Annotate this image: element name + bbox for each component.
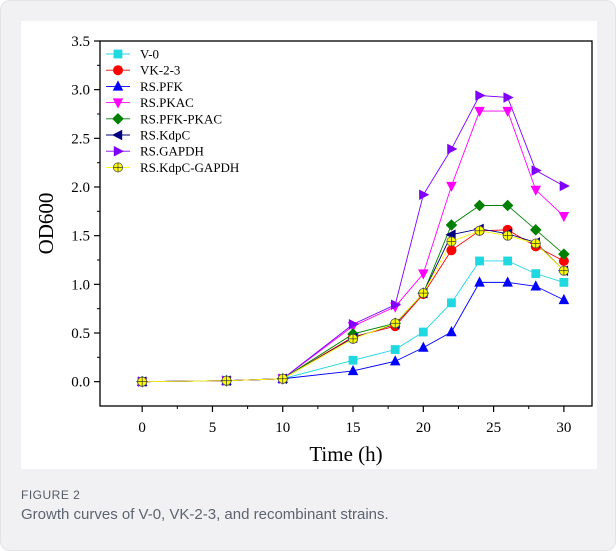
y-tick-label: 2.0	[71, 180, 90, 196]
legend-label: RS.KdpC	[140, 128, 190, 143]
x-tick-label: 0	[138, 420, 146, 436]
y-tick-label: 3.5	[71, 34, 90, 50]
data-point-series-2	[502, 276, 513, 287]
series-line-4	[142, 205, 565, 383]
data-point-series-6	[559, 180, 570, 192]
x-tick-label: 15	[346, 420, 361, 436]
y-tick-label: 1.5	[71, 229, 90, 245]
data-point-series-7	[137, 376, 148, 387]
data-point-series-2	[446, 326, 457, 337]
y-tick-label: 0.5	[71, 326, 90, 342]
data-point-series-0	[503, 256, 513, 266]
x-axis-title: Time (h)	[309, 442, 382, 466]
data-point-series-2	[558, 293, 570, 305]
data-point-series-4	[530, 224, 542, 236]
data-point-series-7	[446, 236, 457, 247]
data-point-series-4	[473, 199, 486, 212]
x-tick-label: 10	[275, 420, 290, 436]
legend-label: RS.PFK-PKAC	[140, 111, 222, 126]
x-tick-label: 20	[416, 420, 431, 436]
figure-caption: Growth curves of V-0, VK-2-3, and recomb…	[21, 506, 389, 523]
data-point-series-2	[474, 276, 485, 287]
data-point-series-7	[418, 288, 429, 299]
legend-marker	[113, 65, 124, 76]
data-point-series-6	[475, 90, 486, 101]
data-point-series-7	[221, 375, 232, 386]
data-point-series-0	[447, 298, 456, 308]
y-tick-label: 1.0	[71, 277, 90, 293]
legend-label: RS.PFK	[140, 79, 184, 94]
data-point-series-2	[347, 364, 359, 376]
legend-marker	[112, 129, 123, 141]
data-point-series-0	[559, 277, 569, 287]
figure-label: FIGURE 2	[21, 488, 81, 502]
x-tick-label: 25	[486, 420, 501, 436]
legend-marker	[112, 113, 124, 125]
data-point-series-0	[418, 327, 428, 337]
data-point-series-1	[446, 245, 457, 256]
data-point-series-4	[558, 248, 570, 260]
data-point-series-6	[531, 165, 542, 176]
data-point-series-7	[502, 230, 513, 241]
y-tick-label: 3.0	[71, 83, 90, 99]
legend-label: RS.PKAC	[140, 95, 194, 110]
plot-frame	[99, 40, 593, 407]
data-point-series-7	[474, 225, 485, 236]
data-point-series-2	[418, 341, 429, 352]
x-tick-label: 5	[209, 420, 217, 436]
y-tick-label: 0.0	[71, 375, 90, 391]
legend-marker	[112, 98, 124, 109]
legend-label: RS.GAPDH	[140, 144, 204, 159]
data-point-series-3	[474, 106, 485, 118]
data-point-series-7	[530, 238, 541, 249]
data-point-series-3	[558, 211, 570, 223]
data-point-series-3	[530, 185, 542, 196]
legend-marker	[113, 162, 124, 173]
legend-marker	[113, 145, 124, 157]
data-point-series-6	[503, 92, 514, 103]
data-point-series-3	[502, 106, 513, 118]
data-point-series-0	[390, 345, 400, 354]
legend-marker	[113, 49, 123, 59]
data-point-series-7	[390, 318, 401, 329]
data-point-series-7	[277, 373, 288, 384]
data-point-series-6	[419, 189, 430, 201]
legend-label: V-0	[140, 47, 159, 62]
data-point-series-4	[445, 219, 458, 231]
data-point-series-0	[475, 256, 484, 266]
legend-marker	[112, 80, 124, 91]
y-axis-title: OD600	[34, 193, 58, 255]
data-point-series-3	[446, 181, 457, 192]
data-point-series-2	[389, 355, 401, 366]
x-tick-label: 30	[556, 420, 571, 436]
legend-label: VK-2-3	[140, 63, 180, 78]
data-point-series-7	[348, 333, 359, 344]
data-point-series-0	[348, 355, 358, 365]
data-point-series-6	[447, 143, 458, 155]
data-point-series-7	[558, 265, 569, 276]
data-point-series-6	[348, 318, 359, 330]
chart-panel: 0 5 10 15 20 25 30 0.0 0.5 1.0 1.5 2.0 2.5 3.0 3.5 Time…	[21, 21, 597, 469]
data-point-series-0	[531, 269, 541, 279]
data-point-series-4	[501, 199, 514, 212]
data-point-series-2	[530, 280, 542, 291]
y-tick-label: 2.5	[71, 131, 90, 147]
data-point-series-3	[418, 269, 429, 280]
growth-curve-chart: 0 5 10 15 20 25 30 0.0 0.5 1.0 1.5 2.0 2.5 3.0 3.5 Time…	[34, 34, 593, 466]
data-point-series-6	[390, 299, 402, 311]
legend-label: RS.KdpC-GAPDH	[140, 160, 239, 175]
